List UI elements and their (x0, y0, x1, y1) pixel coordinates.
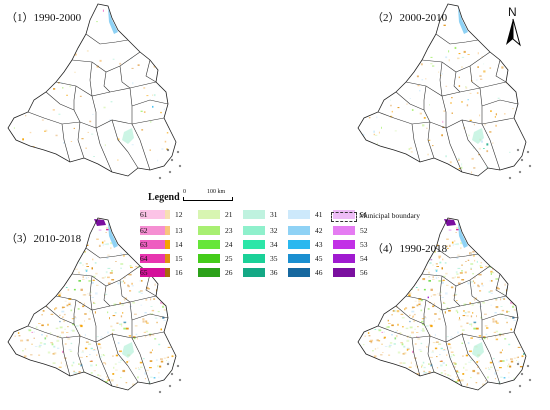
legend-swatch-43 (288, 240, 310, 249)
legend-swatch-61 (140, 210, 165, 219)
legend-label-63: 63 (140, 240, 148, 249)
legend-label-65: 65 (140, 268, 148, 277)
panel-title-1: （1）1990-2000 (6, 12, 82, 24)
legend-title: Legend (148, 192, 180, 203)
legend-swatch-24 (198, 240, 220, 249)
legend-swatch-53 (333, 240, 355, 249)
legend-label-25: 25 (225, 254, 233, 263)
panel-title-3: （3）2010-2018 (6, 233, 82, 245)
legend-swatch-25 (198, 254, 220, 263)
legend-label-43: 43 (315, 240, 323, 249)
legend-label-16: 16 (175, 268, 183, 277)
legend-swatch-31 (243, 210, 265, 219)
scale-bar: 0 100 km (183, 189, 248, 203)
legend-swatch-54 (333, 254, 355, 263)
legend-label-23: 23 (225, 226, 233, 235)
legend-label-31: 31 (270, 210, 278, 219)
map-3 (7, 217, 182, 394)
legend-label-15: 15 (175, 254, 183, 263)
scale-end: 100 km (207, 189, 226, 195)
legend-label-64: 64 (140, 254, 148, 263)
legend-swatch-65 (140, 268, 165, 277)
legend-label-56: 56 (360, 268, 368, 277)
legend-swatch-63 (140, 240, 165, 249)
legend-label-12: 12 (175, 210, 183, 219)
legend-label-32: 32 (270, 226, 278, 235)
legend-swatch-23 (198, 226, 220, 235)
map-panel-4: （4）1990-2018 (357, 214, 550, 410)
legend-label-24: 24 (225, 240, 233, 249)
municipal-boundary-swatch (331, 212, 357, 222)
legend-label-53: 53 (360, 240, 368, 249)
legend-label-54: 54 (360, 254, 368, 263)
legend-swatch-35 (243, 254, 265, 263)
legend-swatch-51 (333, 210, 355, 219)
map-2 (357, 3, 532, 180)
legend-swatch-32 (243, 226, 265, 235)
legend-swatch-46 (288, 268, 310, 277)
north-label: N (508, 5, 517, 19)
legend-label-14: 14 (175, 240, 183, 249)
panel-title-4: （4）1990-2018 (372, 243, 448, 255)
legend-swatch-56 (333, 268, 355, 277)
legend-label-45: 45 (315, 254, 323, 263)
legend-label-34: 34 (270, 240, 278, 249)
legend-label-21: 21 (225, 210, 233, 219)
legend: Legend 0 100 km 12 13 14 15 16 21 23 24 25 26 31 32… (140, 189, 425, 277)
legend-swatch-34 (243, 240, 265, 249)
legend-label-42: 42 (315, 226, 323, 235)
legend-swatch-21 (198, 210, 220, 219)
legend-swatch-64 (140, 254, 165, 263)
legend-label-51: 51 (360, 210, 368, 219)
map-4 (357, 217, 532, 394)
legend-swatch-62 (140, 226, 165, 235)
map-panel-2: （2）2000-2010 (357, 0, 550, 190)
legend-swatch-26 (198, 268, 220, 277)
map-panel-1: （1）1990-2000 (0, 0, 200, 190)
legend-label-26: 26 (225, 268, 233, 277)
legend-label-13: 13 (175, 226, 183, 235)
panel-title-2: （2）2000-2010 (372, 12, 448, 24)
legend-swatch-36 (243, 268, 265, 277)
legend-label-36: 36 (270, 268, 278, 277)
legend-label-62: 62 (140, 226, 148, 235)
municipal-boundary-label: Municipal boundary (359, 211, 421, 220)
legend-label-46: 46 (315, 268, 323, 277)
legend-label-61: 61 (140, 210, 148, 219)
map-1 (7, 3, 182, 180)
legend-swatch-45 (288, 254, 310, 263)
legend-swatch-52 (333, 226, 355, 235)
north-arrow-icon: N (500, 5, 526, 49)
legend-swatch-42 (288, 226, 310, 235)
map-panel-3: （3）2010-2018 (0, 214, 200, 410)
legend-swatch-41 (288, 210, 310, 219)
legend-label-41: 41 (315, 210, 323, 219)
legend-label-52: 52 (360, 226, 368, 235)
legend-label-35: 35 (270, 254, 278, 263)
scale-zero: 0 (183, 189, 186, 195)
